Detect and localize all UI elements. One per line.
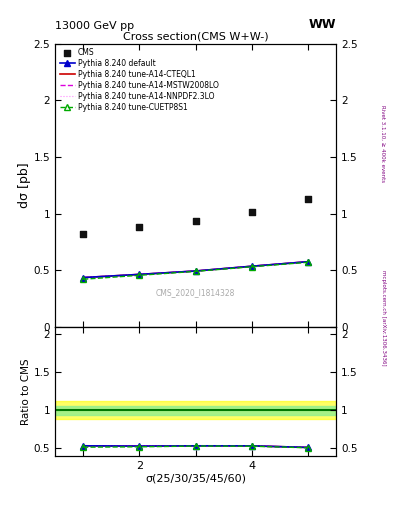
Pythia 8.240 default xyxy=(137,271,142,278)
Line: Pythia 8.240 default: Pythia 8.240 default xyxy=(80,259,311,281)
CMS xyxy=(136,223,143,231)
Line: Pythia 8.240 tune-CUETP8S1: Pythia 8.240 tune-CUETP8S1 xyxy=(80,260,311,282)
Y-axis label: Ratio to CMS: Ratio to CMS xyxy=(21,358,31,424)
Text: Rivet 3.1.10, ≥ 400k events: Rivet 3.1.10, ≥ 400k events xyxy=(381,105,386,182)
Pythia 8.240 tune-CUETP8S1 xyxy=(306,259,310,265)
Pythia 8.240 tune-A14-MSTW2008LO xyxy=(306,259,310,265)
Bar xyxy=(55,401,336,419)
Y-axis label: dσ [pb]: dσ [pb] xyxy=(18,162,31,208)
Pythia 8.240 tune-A14-MSTW2008LO xyxy=(250,263,254,269)
Text: 13000 GeV pp: 13000 GeV pp xyxy=(55,21,134,31)
Pythia 8.240 tune-A14-CTEQL1 xyxy=(250,263,254,269)
Pythia 8.240 tune-A14-CTEQL1 xyxy=(81,274,86,281)
Pythia 8.240 tune-CUETP8S1 xyxy=(250,264,254,270)
Pythia 8.240 default xyxy=(250,263,254,269)
CMS xyxy=(305,195,311,203)
CMS xyxy=(80,230,86,238)
Line: Pythia 8.240 tune-A14-CTEQL1: Pythia 8.240 tune-A14-CTEQL1 xyxy=(83,262,308,278)
Pythia 8.240 tune-A14-MSTW2008LO xyxy=(81,274,86,281)
CMS xyxy=(193,218,199,226)
Pythia 8.240 default xyxy=(81,274,86,281)
Legend: CMS, Pythia 8.240 default, Pythia 8.240 tune-A14-CTEQL1, Pythia 8.240 tune-A14-M: CMS, Pythia 8.240 default, Pythia 8.240 … xyxy=(58,47,220,113)
Pythia 8.240 tune-A14-NNPDF2.3LO xyxy=(193,268,198,274)
Text: mcplots.cern.ch [arXiv:1306.3436]: mcplots.cern.ch [arXiv:1306.3436] xyxy=(381,270,386,365)
Pythia 8.240 tune-A14-CTEQL1 xyxy=(137,271,142,278)
Pythia 8.240 default xyxy=(193,268,198,274)
Pythia 8.240 tune-A14-NNPDF2.3LO xyxy=(137,271,142,278)
Pythia 8.240 tune-A14-MSTW2008LO xyxy=(193,268,198,274)
Text: CMS_2020_I1814328: CMS_2020_I1814328 xyxy=(156,288,235,297)
Pythia 8.240 default xyxy=(306,259,310,265)
Line: Pythia 8.240 tune-A14-NNPDF2.3LO: Pythia 8.240 tune-A14-NNPDF2.3LO xyxy=(83,262,308,278)
Pythia 8.240 tune-CUETP8S1 xyxy=(137,272,142,279)
Text: WW: WW xyxy=(309,18,336,31)
Pythia 8.240 tune-CUETP8S1 xyxy=(81,276,86,282)
Pythia 8.240 tune-A14-CTEQL1 xyxy=(193,268,198,274)
Title: Cross section(CMS W+W-): Cross section(CMS W+W-) xyxy=(123,31,268,41)
X-axis label: σ(25/30/35/45/60): σ(25/30/35/45/60) xyxy=(145,473,246,483)
Line: Pythia 8.240 tune-A14-MSTW2008LO: Pythia 8.240 tune-A14-MSTW2008LO xyxy=(83,262,308,278)
Pythia 8.240 tune-A14-NNPDF2.3LO xyxy=(306,259,310,265)
Pythia 8.240 tune-CUETP8S1 xyxy=(193,268,198,274)
Pythia 8.240 tune-A14-NNPDF2.3LO xyxy=(81,274,86,281)
CMS xyxy=(249,208,255,217)
Pythia 8.240 tune-A14-MSTW2008LO xyxy=(137,271,142,278)
Bar xyxy=(55,406,336,415)
Pythia 8.240 tune-A14-NNPDF2.3LO xyxy=(250,263,254,269)
Pythia 8.240 tune-A14-CTEQL1 xyxy=(306,259,310,265)
